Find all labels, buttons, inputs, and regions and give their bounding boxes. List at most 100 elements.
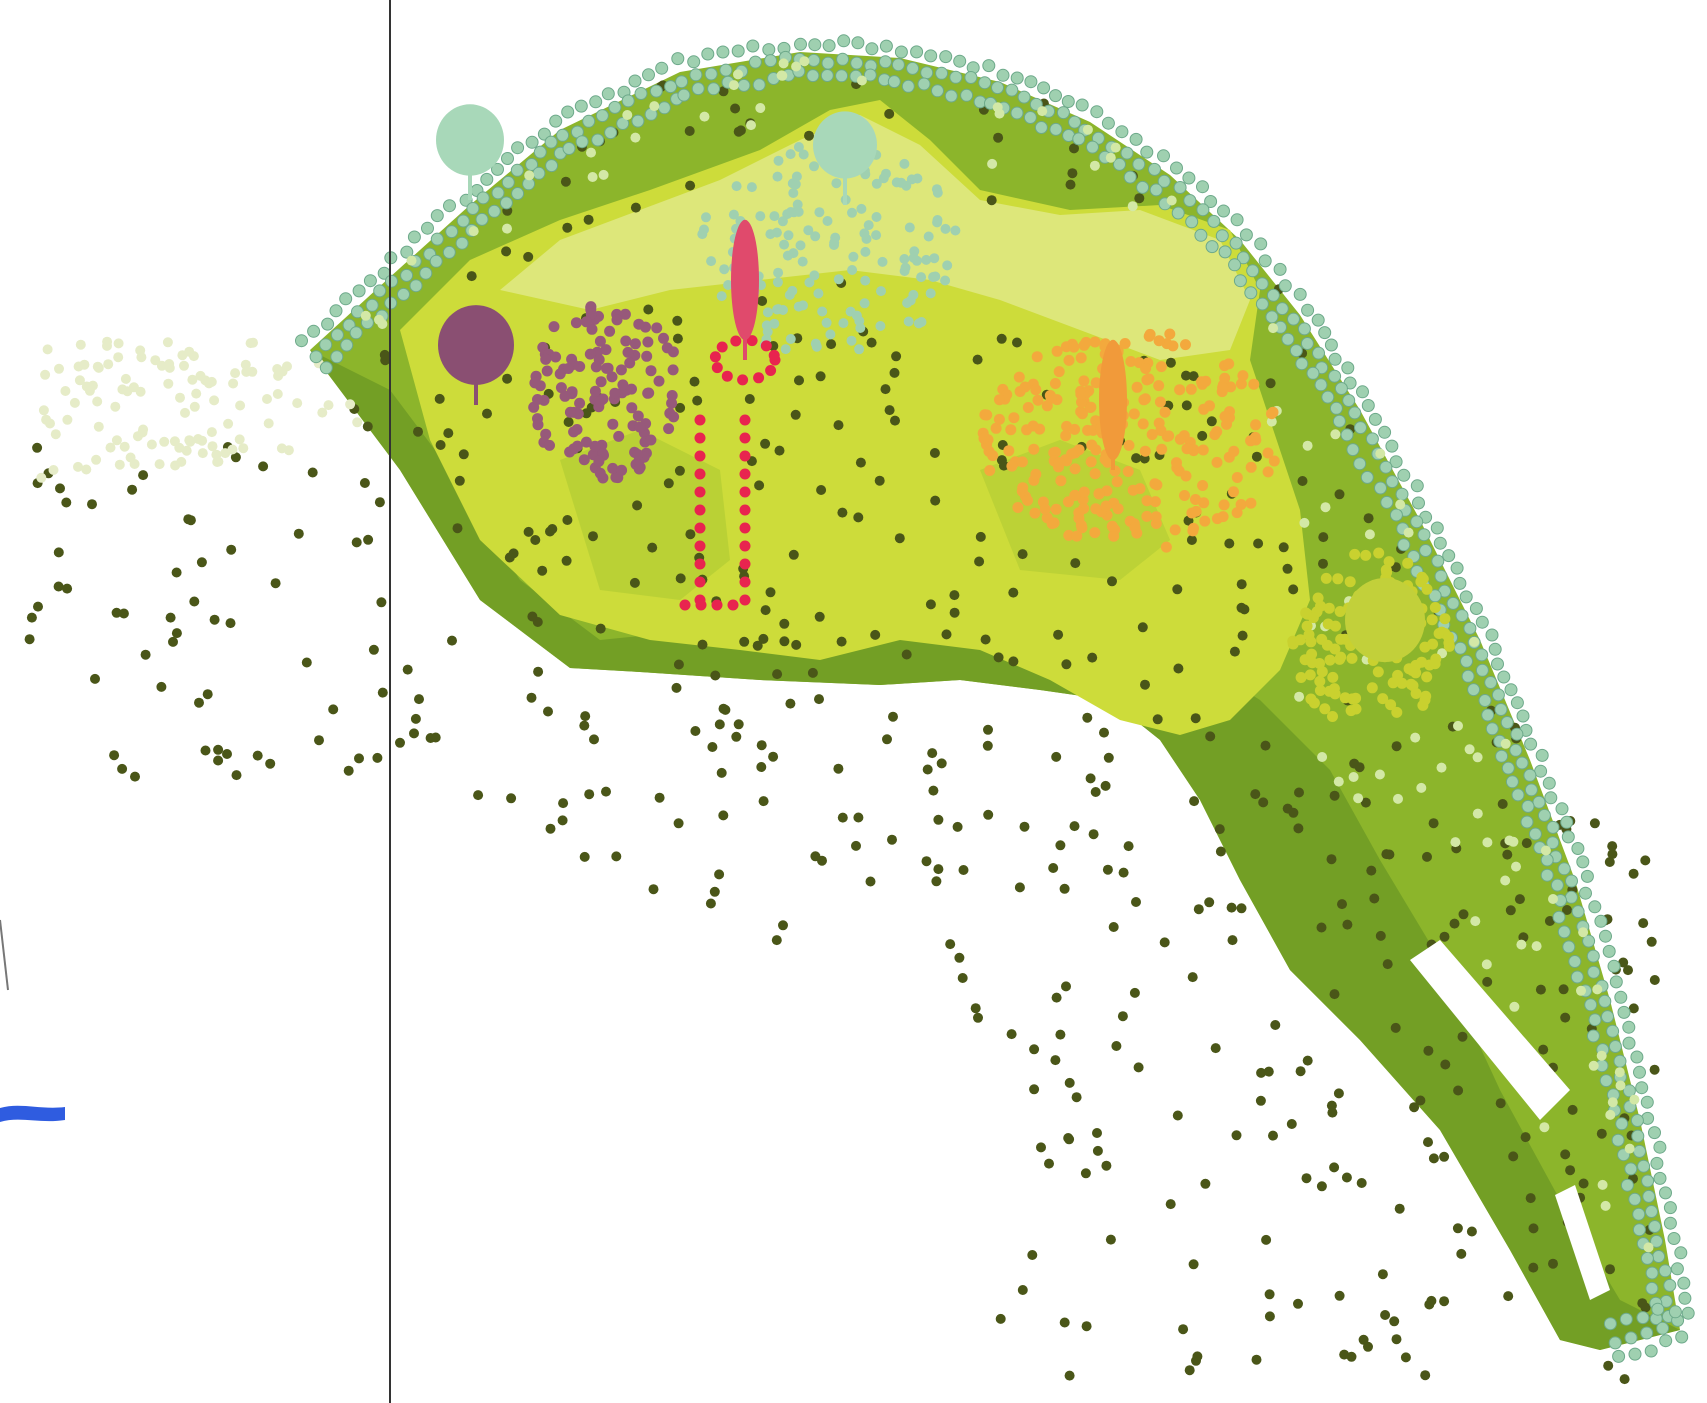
dot-teal-cluster [777, 216, 788, 227]
dot-dark [758, 796, 769, 807]
dot-pale-green [1614, 1067, 1625, 1078]
dot-dark [127, 484, 138, 495]
dot-purple [615, 364, 627, 376]
dot-dark [1027, 1250, 1038, 1260]
dot-dark [1544, 916, 1555, 926]
dot-teal [1599, 929, 1612, 943]
dot-dark [1329, 1162, 1340, 1173]
dot-orange [1089, 336, 1101, 348]
dot-purple [586, 323, 598, 335]
dot-red [739, 450, 751, 462]
dot-pale-green [1540, 845, 1551, 856]
dot-teal [982, 59, 996, 73]
dot-yellow [1295, 672, 1307, 683]
dot-dark [1229, 646, 1240, 657]
dot-teal [1353, 457, 1367, 471]
dot-dark [1103, 752, 1114, 763]
dot-teal [1633, 1065, 1646, 1079]
dot-pale-green [1472, 752, 1483, 763]
dot-dark [684, 126, 695, 136]
dot-teal [764, 54, 778, 68]
dot-pale-green [1089, 160, 1100, 171]
dot-dark [1172, 1110, 1183, 1121]
dot-dark [1059, 1317, 1070, 1328]
dot-dark [986, 195, 997, 206]
dot-dark [61, 497, 72, 508]
dot-teal-cluster [940, 275, 951, 286]
dot-teal-cluster [903, 316, 914, 327]
dot-purple [641, 350, 653, 362]
dot-orange [1032, 394, 1044, 406]
dot-teal [511, 141, 525, 155]
dot-cream [81, 464, 92, 475]
dot-teal [601, 87, 615, 101]
dot-orange [1155, 361, 1167, 373]
dot-dark [833, 420, 844, 431]
dot-orange [1159, 406, 1171, 418]
dot-teal [1368, 412, 1382, 426]
dot-orange [1060, 430, 1072, 442]
dot-teal-cluster [899, 254, 910, 264]
dot-dark [183, 514, 194, 525]
dot-teal-cluster [746, 182, 757, 193]
dot-cream [180, 407, 190, 418]
dot-red [739, 414, 751, 426]
dot-dark [1646, 936, 1657, 947]
tree-crown [1099, 339, 1127, 461]
dot-cream [163, 378, 174, 389]
dot-pale-green [1266, 416, 1277, 427]
dot-dark [1439, 931, 1450, 942]
dot-teal-cluster [765, 229, 776, 240]
dot-teal-cluster [929, 253, 940, 264]
dot-purple [632, 449, 644, 460]
dot-dark [993, 652, 1004, 663]
dot-teal-cluster [772, 171, 783, 182]
dot-teal [501, 152, 514, 165]
dot-teal [1113, 157, 1126, 171]
dot-teal [1378, 425, 1392, 439]
dot-cream [125, 452, 136, 463]
dot-dark [1294, 787, 1304, 798]
dot-dark [374, 497, 385, 508]
dot-orange [1090, 503, 1102, 515]
dot-teal [561, 105, 575, 119]
dot-dark [1133, 1062, 1144, 1073]
dot-purple [613, 430, 625, 442]
dot-yellow [1335, 651, 1347, 663]
dot-teal [1615, 1117, 1629, 1131]
dot-teal [373, 284, 387, 298]
dot-red [765, 365, 777, 376]
dot-teal-cluster [792, 199, 803, 210]
dot-dark [1108, 922, 1119, 932]
dot-teal-cluster [831, 178, 842, 189]
dot-cream [146, 439, 157, 450]
dot-teal-cluster [697, 229, 708, 240]
dot-dark [1226, 902, 1237, 913]
dot-cream [132, 431, 143, 442]
dot-dark [425, 733, 436, 743]
dot-dark [1165, 1199, 1176, 1210]
dot-teal-cluster [797, 256, 808, 267]
dot-red [768, 349, 780, 361]
dot-pale-green [1597, 1179, 1608, 1190]
dot-teal [476, 191, 490, 205]
dot-teal [1504, 683, 1518, 697]
dot-teal-cluster [902, 298, 913, 308]
dot-dark [1087, 652, 1098, 663]
dot-orange [1108, 530, 1120, 542]
dot-teal-cluster [923, 231, 934, 242]
dot-orange [979, 432, 991, 444]
dot-dark [718, 86, 729, 97]
dot-orange [1137, 418, 1149, 430]
dot-dark [1231, 1130, 1242, 1141]
dot-cream [93, 421, 104, 432]
dot-cream [263, 418, 274, 429]
dot-teal [1594, 914, 1608, 928]
dot-teal [1433, 536, 1447, 550]
dot-teal-cluster [821, 317, 832, 328]
dot-dark [200, 745, 211, 756]
dot-pale-green [1403, 527, 1414, 538]
dot-orange [1237, 370, 1249, 382]
dot-teal [1481, 708, 1495, 722]
dot-teal [1281, 332, 1295, 346]
